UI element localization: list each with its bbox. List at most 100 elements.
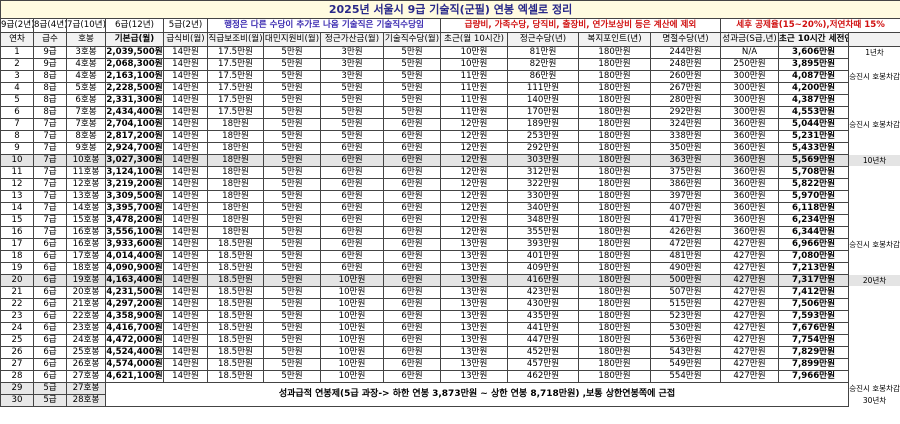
cell: 17.5만원 [207, 58, 264, 71]
cell: 180만원 [578, 178, 651, 191]
cell: 523만원 [650, 310, 721, 323]
cell: 6만원 [320, 154, 384, 167]
cell: 4,231,500원 [105, 286, 164, 299]
cell: 5,231만원 [778, 130, 849, 143]
cell: 14만원 [163, 46, 208, 59]
cell: 6만원 [320, 202, 384, 215]
cell: 7급 [33, 214, 67, 227]
cell: 3,556,100원 [105, 226, 164, 239]
note-excluded: 급량비, 가족수당, 당직비, 출장비, 연가보상비 등은 계산에 제외 [440, 18, 721, 33]
cell: 6만원 [383, 358, 441, 371]
cell: 7,754만원 [778, 334, 849, 347]
cell: 5만원 [263, 58, 321, 71]
row-note-empty [847, 190, 900, 203]
cell: 6만원 [383, 118, 441, 131]
cell: 4,297,200원 [105, 298, 164, 311]
cell: 5급 [33, 382, 67, 395]
cell: 6급 [33, 238, 67, 251]
row: 18 6급 17호봉 4,014,400원 14만원 18.5만원 5만원 6만원 6만원 13만… [0, 250, 900, 263]
cell: 6,344만원 [778, 226, 849, 239]
cell: 7,966만원 [778, 370, 849, 383]
cell: 10만원 [320, 346, 384, 359]
row-note-empty [847, 202, 900, 215]
merged-note: 성과급적 연봉제(5급 과장-> 하한 연봉 3,873만원 ~ 상한 연봉 8… [105, 382, 849, 407]
cell: 7급 [33, 142, 67, 155]
row-note-empty [847, 322, 900, 335]
cell: 6급 [33, 334, 67, 347]
cell: 360만원 [720, 118, 779, 131]
cell: 180만원 [578, 142, 651, 155]
cell: 248만원 [650, 58, 721, 71]
cell: 21호봉 [66, 298, 106, 311]
cell: 5만원 [263, 154, 321, 167]
cell: 6만원 [383, 250, 441, 263]
cell: 6급 [33, 370, 67, 383]
cell: 481만원 [650, 250, 721, 263]
grade-duration: 9급(2년) [0, 18, 34, 33]
cell: 180만원 [578, 46, 651, 59]
row-note: 10년차 [847, 154, 900, 167]
cell: 14만원 [163, 250, 208, 263]
cell: 300만원 [720, 70, 779, 83]
cell: 17.5만원 [207, 94, 264, 107]
cell: 9급 [33, 58, 67, 71]
cell: 5만원 [263, 190, 321, 203]
cell: 5,433만원 [778, 142, 849, 155]
cell: 4,087만원 [778, 70, 849, 83]
cell: 6급 [33, 346, 67, 359]
cell: 441만원 [507, 322, 579, 335]
cell: 4,553만원 [778, 106, 849, 119]
column-header: 초근(월 10시간) [440, 32, 508, 47]
cell: 180만원 [578, 130, 651, 143]
cell: 10만원 [320, 370, 384, 383]
cell: 324만원 [650, 118, 721, 131]
cell: 1 [0, 46, 34, 59]
cell: 300만원 [720, 106, 779, 119]
cell: 6급 [33, 286, 67, 299]
cell: 3만원 [320, 70, 384, 83]
cell: 5만원 [263, 226, 321, 239]
cell: 5,822만원 [778, 178, 849, 191]
row: 22 6급 21호봉 4,297,200원 14만원 18.5만원 5만원 10만원 6만원 13… [0, 298, 900, 311]
cell: 7,080만원 [778, 250, 849, 263]
cell: 5만원 [320, 94, 384, 107]
cell: 3만원 [320, 46, 384, 59]
cell: 6호봉 [66, 94, 106, 107]
cell: 2,704,100원 [105, 118, 164, 131]
cell: 6급 [33, 250, 67, 263]
cell: 12만원 [440, 214, 508, 227]
cell: 26호봉 [66, 358, 106, 371]
cell: 17.5만원 [207, 46, 264, 59]
cell: 18호봉 [66, 262, 106, 275]
cell: 10호봉 [66, 154, 106, 167]
cell: 11만원 [440, 82, 508, 95]
cell: 360만원 [720, 166, 779, 179]
column-header: 정근가산금(월) [320, 32, 384, 47]
cell: 25호봉 [66, 346, 106, 359]
cell: 10만원 [320, 334, 384, 347]
cell: 472만원 [650, 238, 721, 251]
cell: 17호봉 [66, 250, 106, 263]
cell: 18만원 [207, 226, 264, 239]
cell: 5만원 [263, 166, 321, 179]
cell: 10만원 [440, 46, 508, 59]
cell: 140만원 [507, 94, 579, 107]
cell: 86만원 [507, 70, 579, 83]
sheet: 2025년 서울시 9급 기술직(군필) 연봉 엑셀로 정리 9급(2년) 8급(4… [0, 0, 900, 407]
cell: 18.5만원 [207, 274, 264, 287]
cell: 180만원 [578, 106, 651, 119]
cell: 5만원 [263, 46, 321, 59]
cell: 14만원 [163, 130, 208, 143]
column-header: 정근수당(년) [507, 32, 579, 47]
cell: 5만원 [263, 70, 321, 83]
cell: 280만원 [650, 94, 721, 107]
cell: 360만원 [720, 142, 779, 155]
cell: 2,331,300원 [105, 94, 164, 107]
row-note: 30년차 [847, 394, 900, 407]
cell: 536만원 [650, 334, 721, 347]
cell: 13만원 [440, 370, 508, 383]
cell: 23호봉 [66, 322, 106, 335]
cell: 6급 [33, 322, 67, 335]
cell: 452만원 [507, 346, 579, 359]
cell: 81만원 [507, 46, 579, 59]
